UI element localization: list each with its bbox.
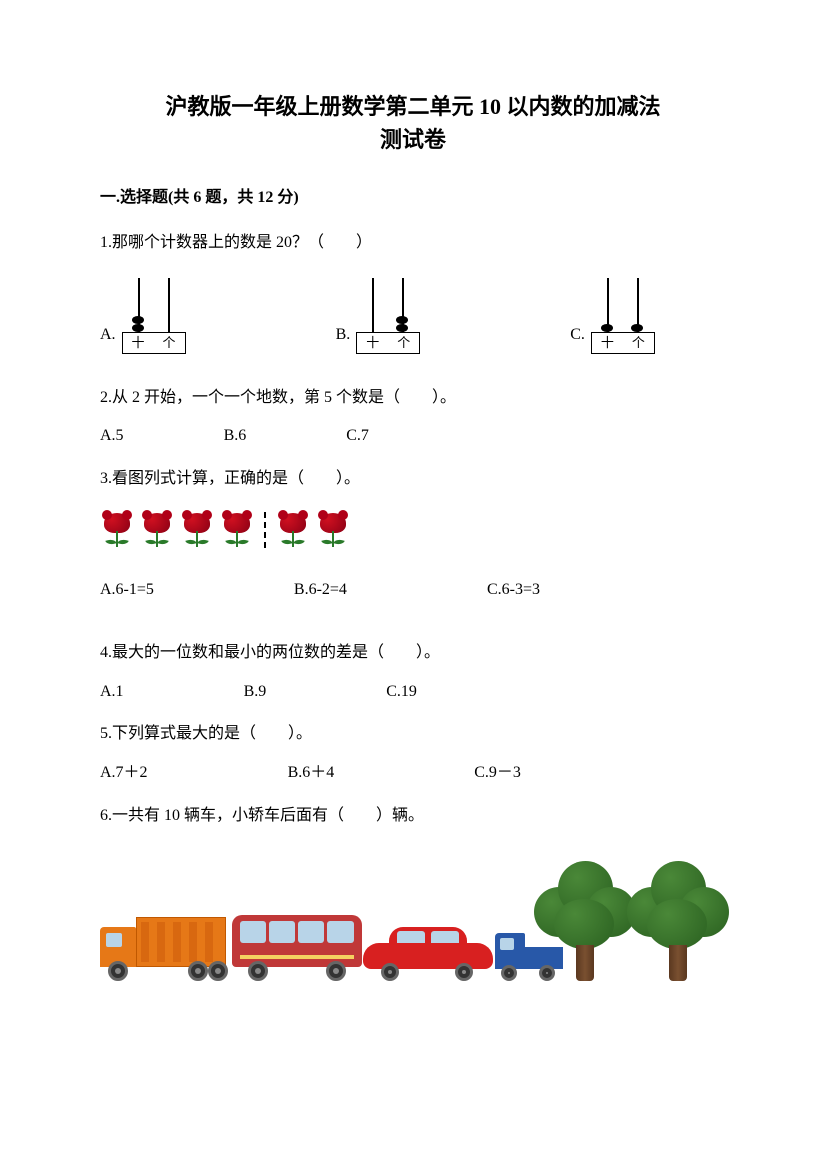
place-ten: 十: [601, 331, 614, 354]
place-one: 个: [397, 331, 410, 354]
divider-icon: [264, 512, 266, 548]
question-2: 2.从 2 开始，一个一个地数，第 5 个数是（ ）。 A.5 B.6 C.7: [100, 384, 726, 452]
q3-opt-c: C.6-3=3: [487, 576, 540, 605]
q4-opt-b: B.9: [244, 678, 267, 707]
q1-label-b: B.: [336, 321, 351, 350]
q5-opt-c: C.9－3: [474, 759, 521, 788]
abacus-c-icon: 十 个: [591, 278, 655, 354]
q1-option-b: B. 十 个: [336, 278, 421, 354]
q2-opt-a: A.5: [100, 422, 124, 451]
place-one: 个: [632, 331, 645, 354]
tree-icon: [623, 861, 726, 981]
title-line1: 沪教版一年级上册数学第二单元 10 以内数的加减法: [165, 94, 660, 119]
q4-opt-a: A.1: [100, 678, 124, 707]
q2-opt-c: C.7: [346, 422, 369, 451]
q1-text: 1.那哪个计数器上的数是 20？（ ）: [100, 229, 726, 258]
flower-icon: [140, 513, 174, 547]
q2-options: A.5 B.6 C.7: [100, 422, 726, 451]
flower-icon: [220, 513, 254, 547]
flower-icon: [276, 513, 310, 547]
q1-label-c: C.: [570, 321, 585, 350]
bus-icon: [232, 911, 354, 981]
tree-icon: [530, 861, 633, 981]
flower-icon: [100, 513, 134, 547]
q4-text: 4.最大的一位数和最小的两位数的差是（ ）。: [100, 639, 726, 668]
q3-text: 3.看图列式计算，正确的是（ ）。: [100, 465, 726, 494]
question-1: 1.那哪个计数器上的数是 20？（ ） A. 十 个 B.: [100, 229, 726, 354]
question-5: 5.下列算式最大的是（ ）。 A.7＋2 B.6＋4 C.9－3: [100, 720, 726, 788]
page-title: 沪教版一年级上册数学第二单元 10 以内数的加减法 测试卷: [100, 90, 726, 156]
place-one: 个: [163, 331, 176, 354]
place-ten: 十: [366, 331, 379, 354]
q5-text: 5.下列算式最大的是（ ）。: [100, 720, 726, 749]
q2-text: 2.从 2 开始，一个一个地数，第 5 个数是（ ）。: [100, 384, 726, 413]
q6-text: 6.一共有 10 辆车，小轿车后面有（ ）辆。: [100, 802, 726, 831]
q4-opt-c: C.19: [386, 678, 417, 707]
q5-opt-a: A.7＋2: [100, 759, 148, 788]
q3-options: A.6-1=5 B.6-2=4 C.6-3=3: [100, 576, 726, 605]
q3-flowers: [100, 512, 726, 548]
q1-options: A. 十 个 B. 十 个: [100, 278, 726, 354]
q4-options: A.1 B.9 C.19: [100, 678, 726, 707]
flower-icon: [180, 513, 214, 547]
q5-options: A.7＋2 B.6＋4 C.9－3: [100, 759, 726, 788]
q1-label-a: A.: [100, 321, 116, 350]
abacus-b-icon: 十 个: [356, 278, 420, 354]
question-6: 6.一共有 10 辆车，小轿车后面有（ ）辆。: [100, 802, 726, 981]
q6-vehicles: [100, 861, 726, 981]
abacus-a-icon: 十 个: [122, 278, 186, 354]
title-line2: 测试卷: [380, 127, 446, 152]
car-icon: [363, 921, 485, 981]
truck-icon: [100, 911, 222, 981]
place-ten: 十: [132, 331, 145, 354]
q3-opt-b: B.6-2=4: [294, 576, 347, 605]
q2-opt-b: B.6: [224, 422, 247, 451]
q1-option-a: A. 十 个: [100, 278, 186, 354]
q5-opt-b: B.6＋4: [288, 759, 335, 788]
flower-icon: [316, 513, 350, 547]
question-3: 3.看图列式计算，正确的是（ ）。 A.6-1=5 B.6-2=4 C.6-3=…: [100, 465, 726, 605]
q1-option-c: C. 十 个: [570, 278, 655, 354]
section-header: 一.选择题(共 6 题，共 12 分): [100, 184, 726, 213]
q3-opt-a: A.6-1=5: [100, 576, 154, 605]
question-4: 4.最大的一位数和最小的两位数的差是（ ）。 A.1 B.9 C.19: [100, 639, 726, 707]
